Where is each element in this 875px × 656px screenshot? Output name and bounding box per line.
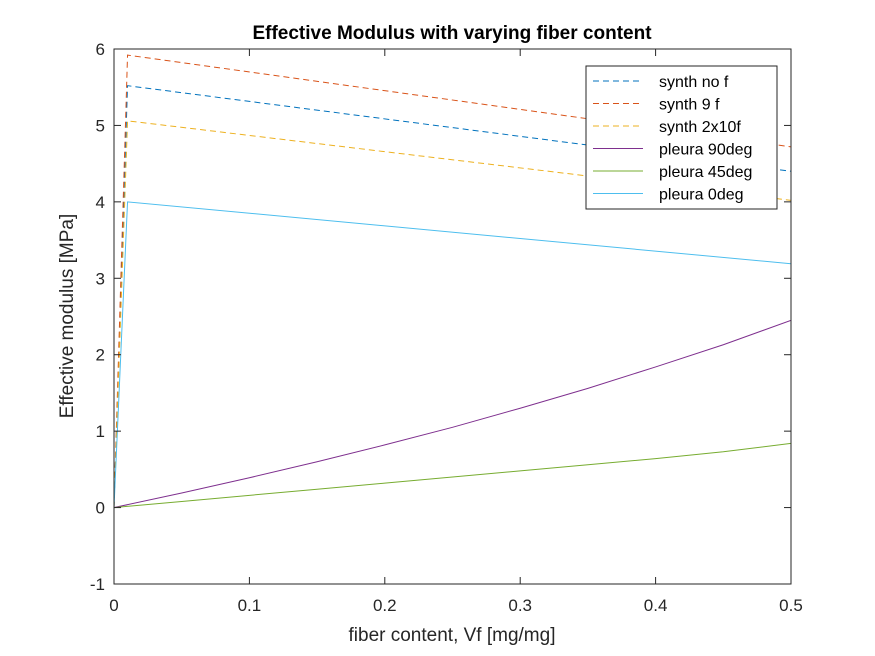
x-tick-label: 0.2: [373, 596, 397, 615]
legend-label: pleura 0deg: [659, 187, 744, 204]
chart-title: Effective Modulus with varying fiber con…: [252, 23, 652, 44]
y-tick-label: -1: [90, 575, 105, 594]
legend-label: synth no f: [659, 74, 729, 91]
x-tick-label: 0.3: [508, 596, 532, 615]
series-line-synth-9-f: [114, 54, 791, 508]
legend-label: synth 9 f: [659, 97, 720, 114]
y-tick-label: 5: [96, 116, 105, 135]
series-line-pleura-45deg: [114, 442, 791, 509]
x-axis-title: fiber content, Vf [mg/mg]: [349, 625, 556, 646]
x-tick-label: 0.5: [779, 596, 803, 615]
x-tick-label: 0: [109, 596, 118, 615]
y-tick-label: 6: [96, 40, 105, 59]
x-tick-label: 0.4: [644, 596, 668, 615]
y-tick-label: 3: [96, 269, 105, 288]
y-axis-title: Effective modulus [MPa]: [57, 214, 78, 419]
series-layer: [114, 54, 791, 509]
legend-label: pleura 45deg: [659, 164, 752, 181]
series-line-pleura-90deg: [114, 319, 791, 509]
y-tick-label: 2: [96, 346, 105, 365]
series-line-pleura-0deg: [114, 201, 791, 508]
legend-box: [585, 65, 778, 210]
x-tick-label: 0.1: [238, 596, 262, 615]
legend: synth no f synth 9 f synth 2x10f pleura 90d…: [585, 65, 778, 210]
legend-label: synth 2x10f: [659, 119, 741, 136]
series-line-synth-2x10f: [114, 120, 791, 508]
plot-frame: [113, 48, 792, 585]
y-tick-label: 0: [96, 499, 105, 518]
y-tick-label: 4: [96, 193, 105, 212]
y-tick-label: 1: [96, 422, 105, 441]
legend-label: pleura 90deg: [659, 142, 752, 159]
